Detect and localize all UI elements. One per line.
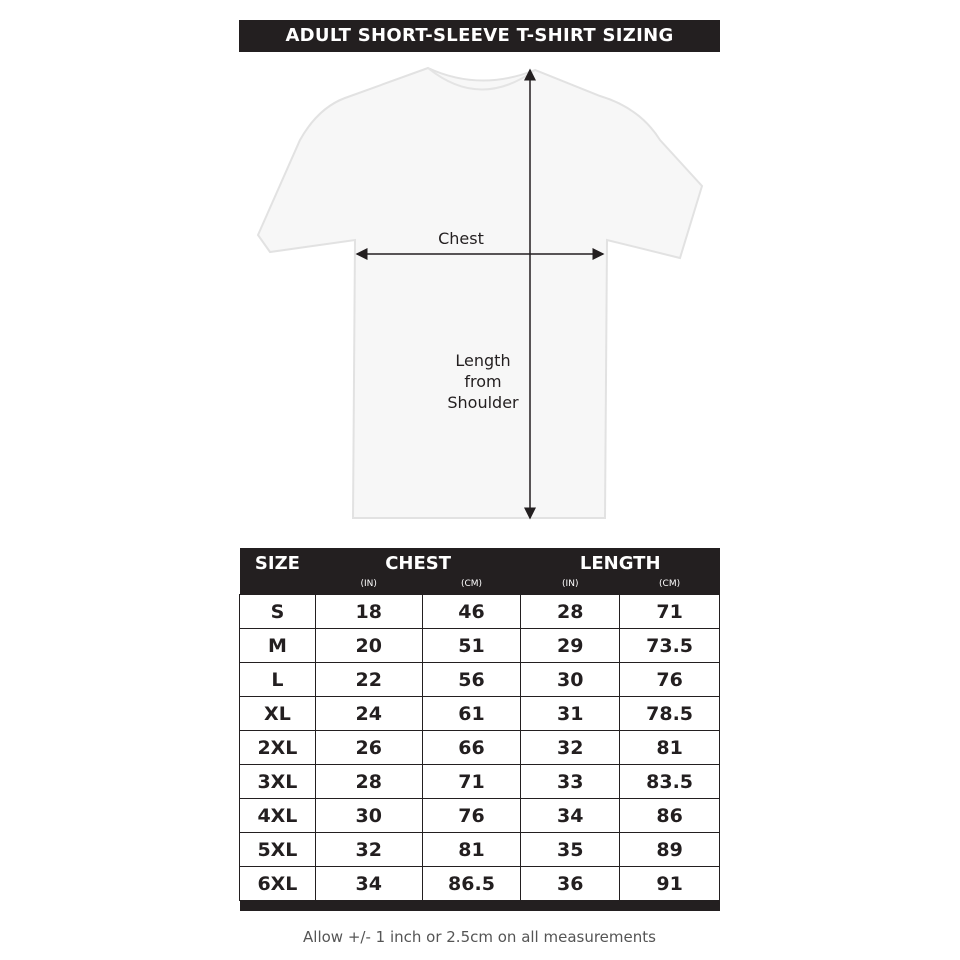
unit-label: (IN)	[520, 574, 620, 595]
unit-label: (CM)	[422, 574, 521, 595]
measurement-cell: 81	[421, 832, 522, 867]
size-cell: 5XL	[239, 832, 316, 867]
measurement-cell: 46	[421, 594, 522, 629]
size-cell: 3XL	[239, 764, 316, 799]
table-row: L 22 56 30 76	[239, 662, 720, 697]
measurement-cell: 31	[520, 696, 621, 731]
measurement-cell: 24	[314, 696, 423, 731]
header-chest: CHEST	[315, 548, 521, 574]
tshirt-shape	[256, 66, 704, 519]
measurement-cell: 86.5	[421, 866, 522, 901]
table-row: S 18 46 28 71	[239, 594, 720, 629]
measurement-cell: 78.5	[619, 696, 720, 731]
measurement-cell: 83.5	[619, 764, 720, 799]
measurement-cell: 26	[314, 730, 423, 765]
measurement-cell: 34	[314, 866, 423, 901]
measurement-cell: 18	[314, 594, 423, 629]
size-cell: 6XL	[239, 866, 316, 901]
measurement-cell: 22	[314, 662, 423, 697]
measurement-cell: 20	[314, 628, 423, 663]
measurement-cell: 51	[421, 628, 522, 663]
measurement-cell: 29	[520, 628, 621, 663]
measurement-cell: 30	[520, 662, 621, 697]
unit-label: (IN)	[315, 574, 423, 595]
table-row: 3XL 28 71 33 83.5	[239, 764, 720, 799]
length-label: Length from Shoulder	[433, 350, 533, 413]
measurement-cell: 61	[421, 696, 522, 731]
table-row: 4XL 30 76 34 86	[239, 798, 720, 833]
measurement-cell: 66	[421, 730, 522, 765]
measurement-cell: 28	[520, 594, 621, 629]
measurement-cell: 76	[619, 662, 720, 697]
page-title: ADULT SHORT-SLEEVE T-SHIRT SIZING	[239, 20, 720, 52]
table-row: 2XL 26 66 32 81	[239, 730, 720, 765]
measurement-note: Allow +/- 1 inch or 2.5cm on all measure…	[303, 928, 656, 946]
measurement-cell: 71	[619, 594, 720, 629]
header-length: LENGTH	[520, 548, 720, 574]
length-label-line: Length	[455, 351, 511, 370]
unit-label: (CM)	[619, 574, 720, 595]
measurement-cell: 28	[314, 764, 423, 799]
length-label-line: Shoulder	[447, 393, 519, 412]
size-cell: 4XL	[239, 798, 316, 833]
measurement-cell: 32	[314, 832, 423, 867]
measurement-cell: 91	[619, 866, 720, 901]
table-row: 5XL 32 81 35 89	[239, 832, 720, 867]
measurement-cell: 73.5	[619, 628, 720, 663]
chest-label: Chest	[438, 229, 484, 248]
measurement-cell: 71	[421, 764, 522, 799]
length-label-line: from	[464, 372, 502, 391]
measurement-cell: 35	[520, 832, 621, 867]
measurement-cell: 33	[520, 764, 621, 799]
measurement-cell: 76	[421, 798, 522, 833]
size-cell: L	[239, 662, 316, 697]
header-size: SIZE	[239, 548, 316, 574]
measurement-cell: 34	[520, 798, 621, 833]
measurement-cell: 89	[619, 832, 720, 867]
tshirt-diagram	[256, 66, 704, 520]
size-cell: S	[239, 594, 316, 629]
size-cell: XL	[239, 696, 316, 731]
measurement-cell: 86	[619, 798, 720, 833]
table-row: XL 24 61 31 78.5	[239, 696, 720, 731]
size-cell: 2XL	[239, 730, 316, 765]
size-cell: M	[239, 628, 316, 663]
measurement-cell: 56	[421, 662, 522, 697]
table-row: M 20 51 29 73.5	[239, 628, 720, 663]
table-row: 6XL 34 86.5 36 91	[239, 866, 720, 901]
table-footer-bar	[239, 900, 720, 911]
measurement-cell: 32	[520, 730, 621, 765]
measurement-cell: 81	[619, 730, 720, 765]
measurement-cell: 36	[520, 866, 621, 901]
measurement-cell: 30	[314, 798, 423, 833]
